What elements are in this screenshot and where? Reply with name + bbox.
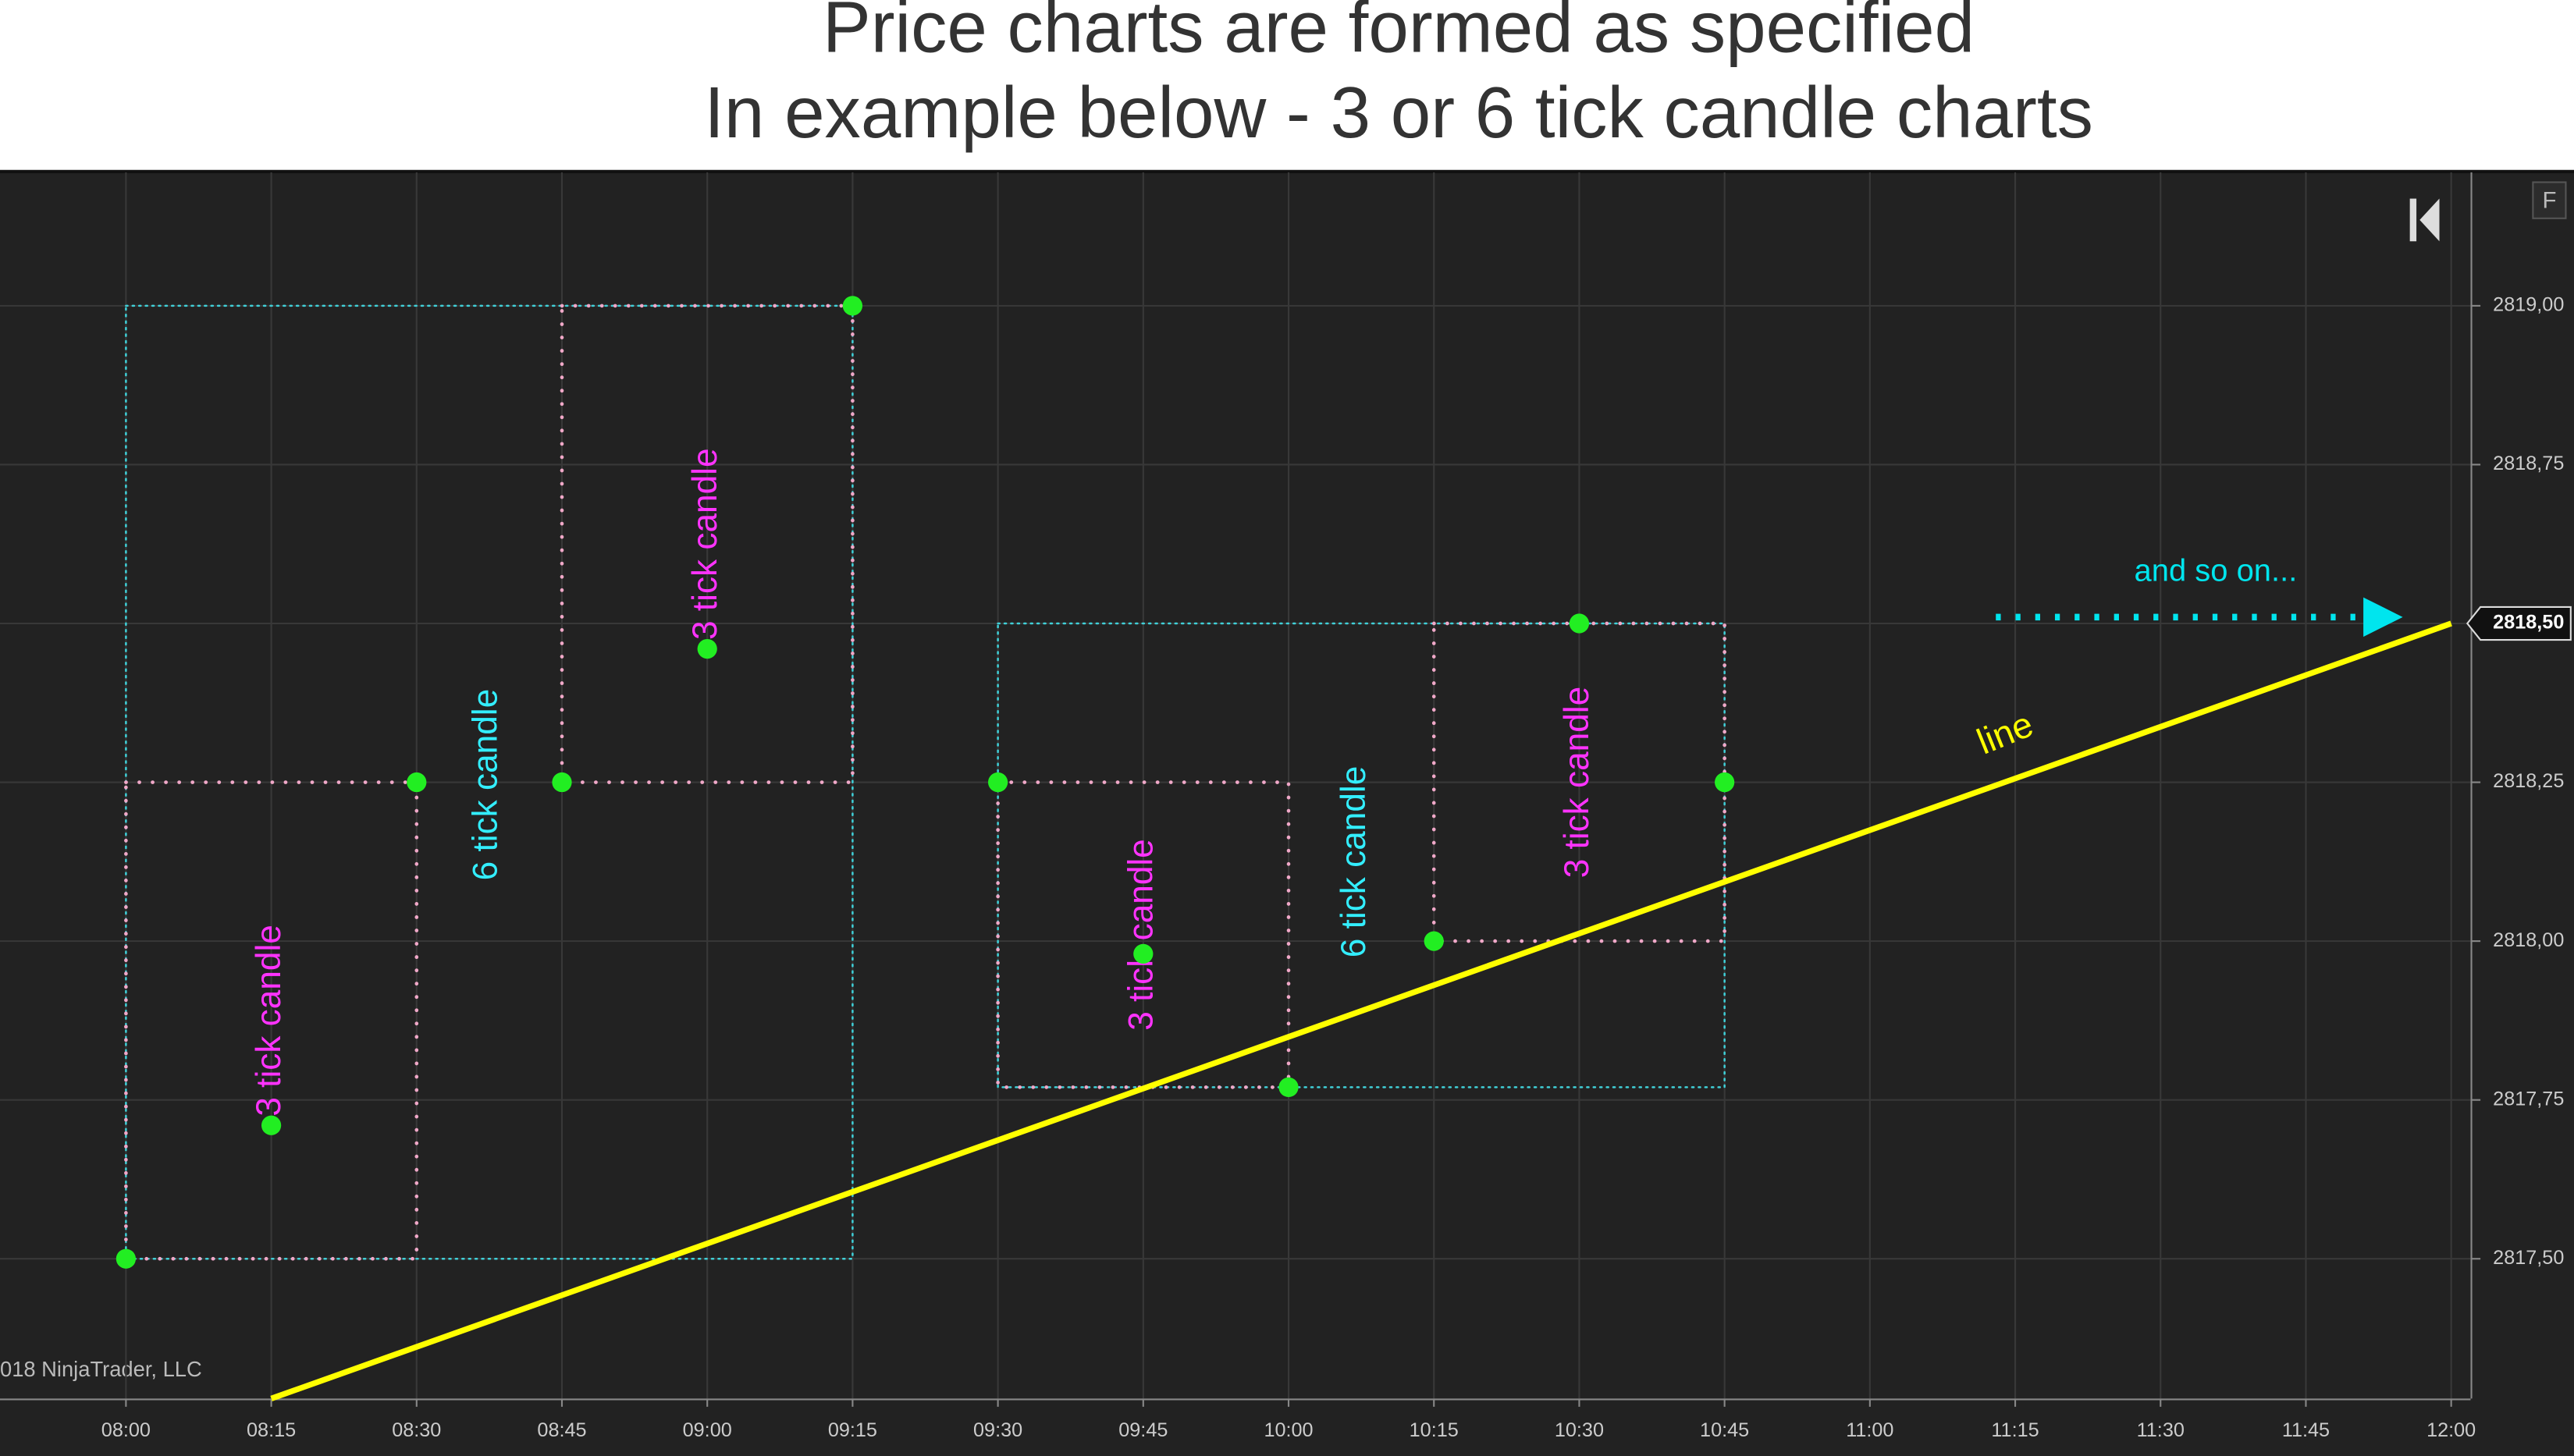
- point: [116, 1248, 136, 1269]
- x-tick-label: 12:00: [2426, 1419, 2476, 1441]
- x-tick-label: 11:30: [2137, 1419, 2185, 1441]
- candle-label: 6 tick candle: [1335, 766, 1373, 957]
- point: [552, 772, 572, 793]
- y-tick-label: 2819,00: [2493, 294, 2564, 316]
- button-label[interactable]: F: [2542, 188, 2556, 214]
- x-tick-label: 08:15: [247, 1419, 296, 1441]
- point: [1278, 1077, 1299, 1098]
- point: [261, 1115, 282, 1135]
- x-tick-label: 10:15: [1410, 1419, 1459, 1441]
- candle-box: [996, 780, 1291, 1089]
- x-tick-label: 09:30: [973, 1419, 1022, 1441]
- title-area: [0, 0, 2574, 171]
- x-tick-label: 10:00: [1264, 1419, 1313, 1441]
- last-price-marker: [2466, 605, 2572, 641]
- plot-background: [0, 170, 2574, 1456]
- button[interactable]: [2532, 181, 2567, 219]
- x-tick-label: 10:30: [1555, 1419, 1604, 1441]
- y-tick-label: 2818,00: [2493, 929, 2564, 951]
- x-tick-label: 08:30: [392, 1419, 441, 1441]
- last-price-label: 2818,50: [2493, 612, 2564, 634]
- x-tick-label: 11:15: [1991, 1419, 2039, 1441]
- candle-label: 3 tick candle: [1558, 687, 1596, 878]
- x-tick-label: 08:45: [537, 1419, 586, 1441]
- logo-icon: [2409, 198, 2440, 242]
- x-tick-label: 10:45: [1700, 1419, 1749, 1441]
- trend-line: [270, 620, 2452, 1401]
- point: [1569, 613, 1590, 634]
- x-tick-label: 09:15: [828, 1419, 877, 1441]
- y-tick-label: 2818,75: [2493, 453, 2564, 474]
- arrow-label: and so on...: [2135, 554, 2298, 588]
- y-tick-label: 2817,50: [2493, 1247, 2564, 1269]
- point: [987, 772, 1008, 793]
- x-tick-label: 09:45: [1118, 1419, 1168, 1441]
- x-tick-label: 08:00: [101, 1419, 151, 1441]
- copyright: 018 NinjaTrader, LLC: [0, 1357, 202, 1381]
- arrow-head: [2363, 597, 2403, 637]
- candle-box: [124, 780, 419, 1261]
- point: [407, 772, 427, 793]
- x-tick-label: 11:00: [1846, 1419, 1893, 1441]
- x-tick-label: 09:00: [683, 1419, 732, 1441]
- point: [697, 638, 717, 659]
- y-tick-label: 2818,25: [2493, 770, 2564, 792]
- point: [842, 296, 863, 316]
- title: In example below - 3 or 6 tick candle ch…: [704, 72, 2093, 153]
- point: [1424, 931, 1444, 951]
- candle-label: 3 tick candle: [686, 448, 724, 639]
- candle-label: 3 tick candle: [1122, 839, 1160, 1030]
- y-tick-label: 2817,75: [2493, 1088, 2564, 1110]
- point: [1133, 943, 1154, 964]
- candle-box: [560, 304, 855, 784]
- x-tick-label: 11:45: [2282, 1419, 2330, 1441]
- point: [1715, 772, 1735, 793]
- candle-label: 6 tick candle: [466, 689, 504, 880]
- title: Price charts are formed as specified: [823, 0, 1975, 68]
- candle-label: 3 tick candle: [250, 925, 288, 1116]
